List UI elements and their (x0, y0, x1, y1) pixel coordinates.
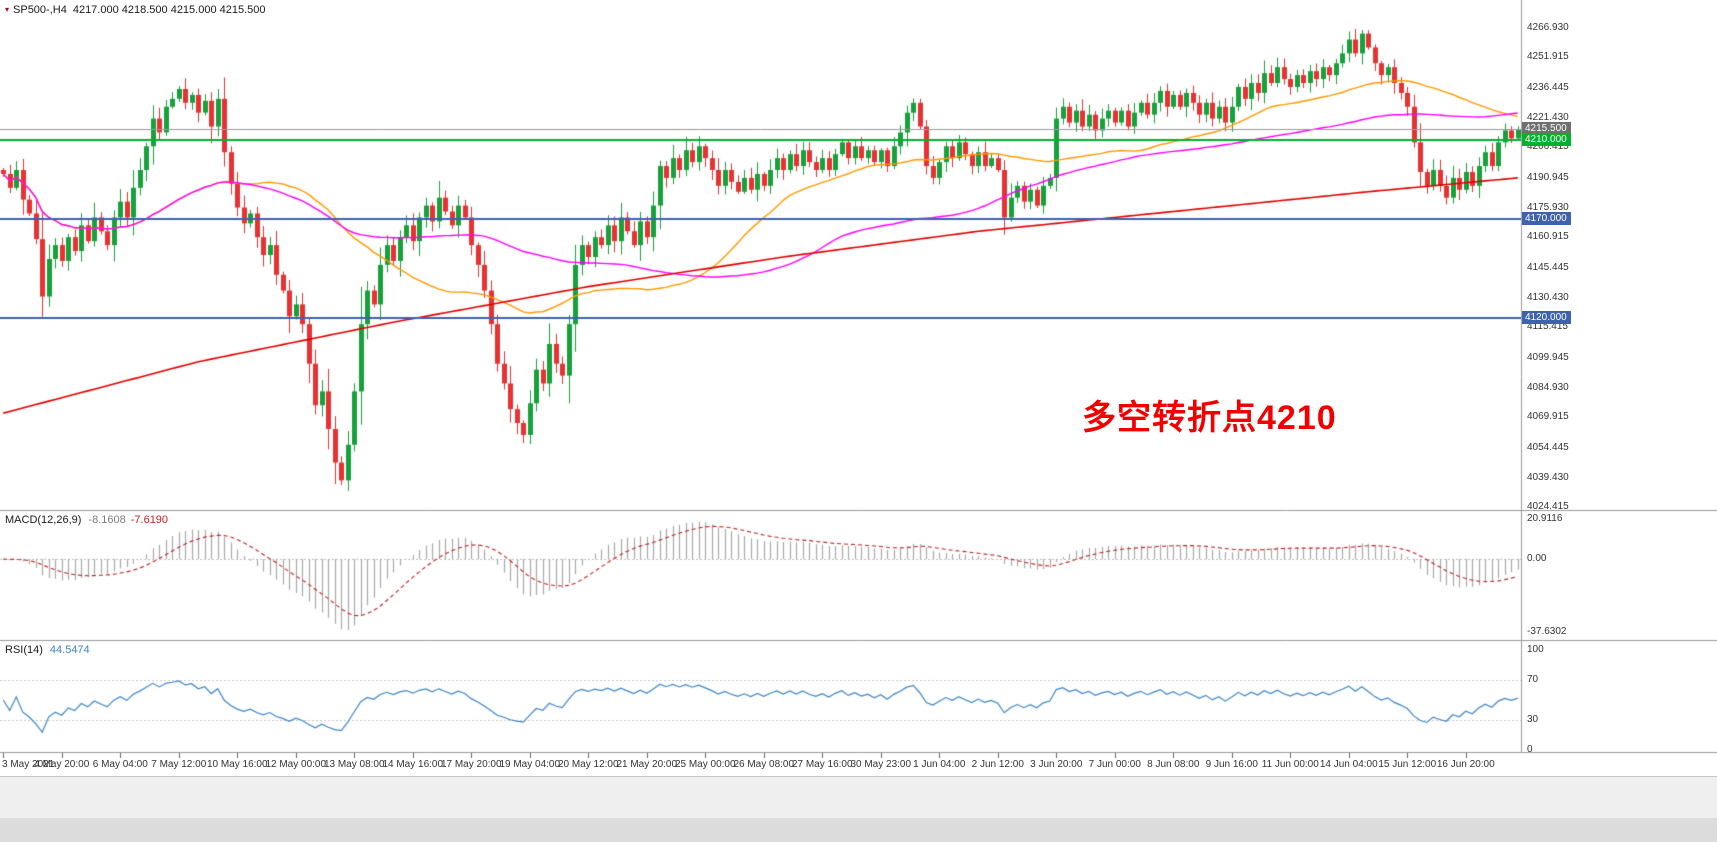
footer-strip (0, 776, 1717, 842)
price-chart-canvas[interactable] (0, 0, 1717, 775)
status-bar (0, 818, 1717, 842)
